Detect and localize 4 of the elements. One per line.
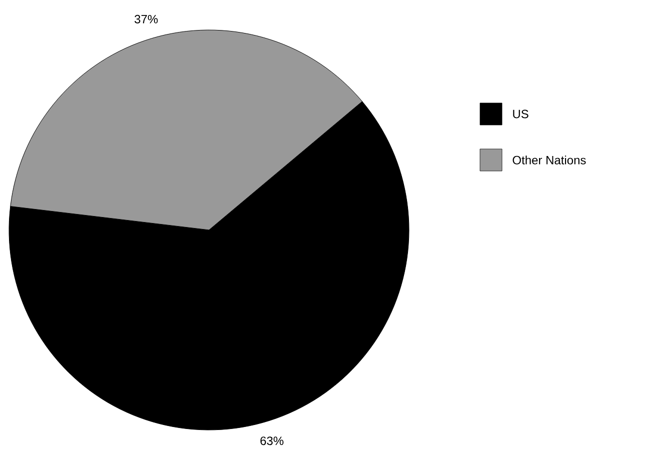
legend-label: US [513, 110, 528, 118]
data-label: 63% [260, 436, 284, 446]
data-label: 37% [134, 14, 158, 24]
legend-label: Other Nations [512, 156, 586, 164]
